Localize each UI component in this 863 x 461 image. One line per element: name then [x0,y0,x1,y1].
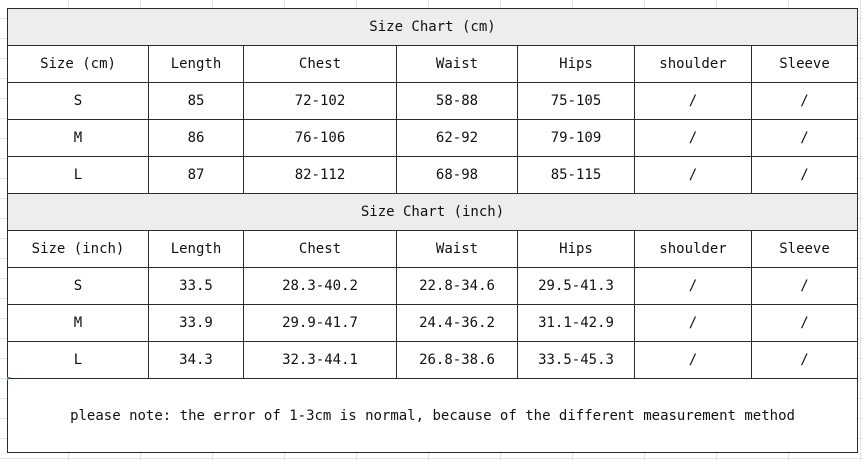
table-cell[interactable]: 33.5-45.3 [517,341,635,379]
table-cell[interactable]: 24.4-36.2 [396,304,518,342]
cm-row-s: S 85 72-102 58-88 75-105 / / [7,82,859,120]
inch-header-sleeve[interactable]: Sleeve [750,230,859,268]
inch-row-s: S 33.5 28.3-40.2 22.8-34.6 29.5-41.3 / / [7,267,859,305]
cm-header-length[interactable]: Length [148,45,244,83]
inch-title-row: Size Chart (inch) [6,193,859,231]
table-cell[interactable]: 22.8-34.6 [396,267,518,305]
table-cell[interactable]: 62-92 [396,119,518,157]
table-cell[interactable]: / [634,82,752,120]
cm-title-row: Size Chart (cm) [6,8,859,46]
cm-header-chest[interactable]: Chest [243,45,397,83]
table-cell[interactable]: 82-112 [243,156,397,194]
size-chart-table: Size Chart (cm) Size (cm) Length Chest W… [6,8,859,453]
inch-row-m: M 33.9 29.9-41.7 24.4-36.2 31.1-42.9 / / [7,304,859,342]
inch-header-row: Size (inch) Length Chest Waist Hips shou… [7,230,859,268]
cm-header-row: Size (cm) Length Chest Waist Hips should… [7,45,859,83]
table-cell[interactable]: 29.5-41.3 [517,267,635,305]
table-cell[interactable]: 32.3-44.1 [243,341,397,379]
table-cell[interactable]: 72-102 [243,82,397,120]
table-cell[interactable]: 33.5 [148,267,244,305]
cm-header-shoulder[interactable]: shoulder [634,45,752,83]
table-cell[interactable]: / [750,82,859,120]
table-cell[interactable]: 31.1-42.9 [517,304,635,342]
table-cell[interactable]: 86 [148,119,244,157]
table-cell[interactable]: / [634,119,752,157]
table-cell[interactable]: / [634,304,752,342]
cm-header-waist[interactable]: Waist [396,45,518,83]
cm-row-l: L 87 82-112 68-98 85-115 / / [7,156,859,194]
table-cell[interactable]: M [7,304,149,342]
table-cell[interactable]: 33.9 [148,304,244,342]
table-cell[interactable]: 68-98 [396,156,518,194]
cell-fill-handle-icon [7,377,11,381]
table-cell[interactable]: / [750,341,859,379]
table-cell[interactable]: 34.3 [148,341,244,379]
table-cell[interactable]: 28.3-40.2 [243,267,397,305]
table-cell[interactable]: M [7,119,149,157]
note-row: please note: the error of 1-3cm is norma… [6,378,859,453]
table-cell[interactable]: 76-106 [243,119,397,157]
table-cell[interactable]: / [634,341,752,379]
table-cell[interactable]: / [750,304,859,342]
measurement-note[interactable]: please note: the error of 1-3cm is norma… [6,378,859,453]
table-cell[interactable]: 29.9-41.7 [243,304,397,342]
table-cell[interactable]: 87 [148,156,244,194]
table-cell[interactable]: / [634,267,752,305]
inch-section-title[interactable]: Size Chart (inch) [6,193,859,231]
table-cell[interactable]: 58-88 [396,82,518,120]
table-cell[interactable]: S [7,267,149,305]
inch-header-size[interactable]: Size (inch) [7,230,149,268]
table-cell[interactable]: S [7,82,149,120]
table-cell[interactable]: 26.8-38.6 [396,341,518,379]
inch-header-length[interactable]: Length [148,230,244,268]
table-cell[interactable]: / [750,267,859,305]
table-cell[interactable]: L [7,156,149,194]
inch-header-chest[interactable]: Chest [243,230,397,268]
table-cell[interactable]: / [634,156,752,194]
table-cell[interactable]: / [750,156,859,194]
table-cell[interactable]: 85-115 [517,156,635,194]
cm-section-title[interactable]: Size Chart (cm) [6,8,859,46]
inch-row-l: L 34.3 32.3-44.1 26.8-38.6 33.5-45.3 / / [7,341,859,379]
table-cell[interactable]: L [7,341,149,379]
inch-header-shoulder[interactable]: shoulder [634,230,752,268]
cm-header-hips[interactable]: Hips [517,45,635,83]
table-cell[interactable]: 85 [148,82,244,120]
cm-header-sleeve[interactable]: Sleeve [750,45,859,83]
inch-header-hips[interactable]: Hips [517,230,635,268]
table-cell[interactable]: 79-109 [517,119,635,157]
cm-row-m: M 86 76-106 62-92 79-109 / / [7,119,859,157]
cm-header-size[interactable]: Size (cm) [7,45,149,83]
inch-header-waist[interactable]: Waist [396,230,518,268]
table-cell[interactable]: / [750,119,859,157]
table-cell[interactable]: 75-105 [517,82,635,120]
